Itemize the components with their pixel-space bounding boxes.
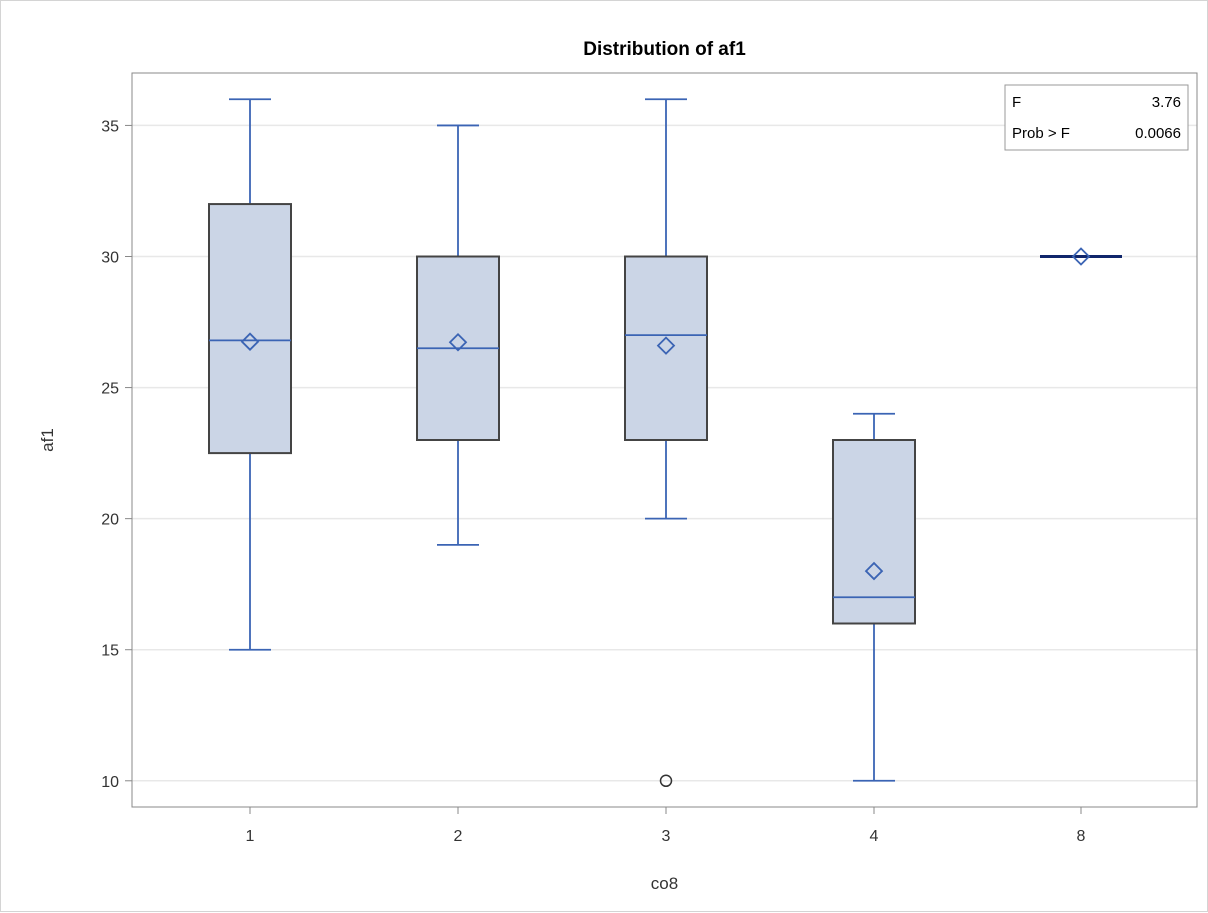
box-group-8 [1040,247,1122,266]
box-iqr [208,203,292,455]
mean-marker [1071,247,1091,266]
chart-title: Distribution of af1 [583,39,746,60]
mean-marker [448,332,468,352]
box-group-1 [208,98,292,651]
stats-f-label: F [1012,94,1021,111]
y-tick-label: 30 [101,250,119,267]
stats-inset-box [1004,84,1189,151]
box-group-3 [624,98,708,788]
box-iqr [624,255,708,441]
x-axis-label: co8 [651,874,678,893]
x-tick-label: 1 [246,828,255,845]
stats-inset: F 3.76 Prob > F 0.0066 [1004,84,1189,151]
y-tick-label: 25 [101,381,119,398]
y-axis-label: af1 [38,428,57,452]
y-tick-label: 15 [101,643,119,660]
y-tick-label: 10 [101,774,119,791]
box-layer [208,98,1122,788]
mean-marker [656,336,676,355]
x-tick-label: 4 [870,828,879,845]
axis-layer: 10 15 20 25 30 35 1 2 3 4 8 [101,118,1085,845]
x-tick-label: 3 [662,828,671,845]
x-tick-label: 2 [454,828,463,845]
y-tick-label: 35 [101,118,119,135]
box-iqr [832,439,916,625]
mean-marker [240,332,260,351]
plot-area-border [131,72,1198,808]
stats-f-value: 3.76 [1152,94,1181,111]
y-tick-label: 20 [101,512,119,529]
x-tick-label: 8 [1077,828,1086,845]
mean-marker [864,561,884,581]
stats-prob-value: 0.0066 [1135,125,1181,142]
box-group-4 [832,412,916,782]
stats-prob-label: Prob > F [1012,125,1070,142]
outlier-point [659,774,673,788]
box-group-2 [416,124,500,546]
